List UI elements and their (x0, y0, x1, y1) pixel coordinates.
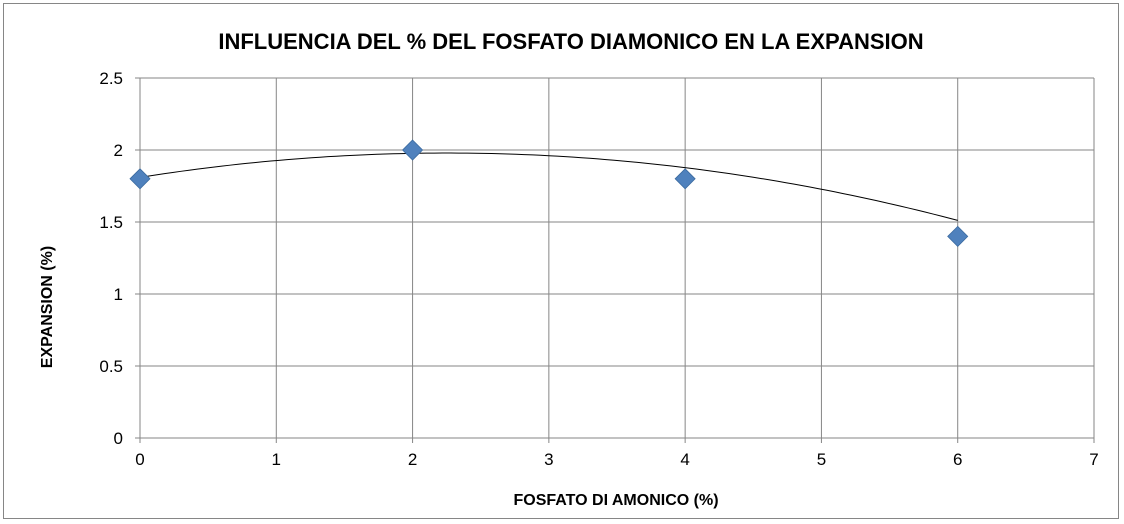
chart-title: INFLUENCIA DEL % DEL FOSFATO DIAMONICO E… (218, 29, 923, 54)
data-point-marker (947, 225, 969, 247)
data-point-marker (129, 168, 151, 190)
x-tick-label: 6 (953, 450, 962, 469)
y-tick-label: 0 (114, 429, 123, 448)
trendline-path (139, 152, 958, 221)
x-tick-label: 3 (544, 450, 553, 469)
trendline (139, 152, 958, 221)
data-point-marker (674, 168, 696, 190)
axes (135, 77, 1095, 443)
y-tick-label: 2 (114, 141, 123, 160)
x-tick-label: 5 (817, 450, 826, 469)
data-point-marker (402, 139, 424, 161)
y-tick-label: 1 (114, 285, 123, 304)
y-tick-label: 2.5 (99, 69, 123, 88)
chart-frame: INFLUENCIA DEL % DEL FOSFATO DIAMONICO E… (3, 3, 1119, 519)
y-tick-label: 1.5 (99, 213, 123, 232)
data-markers (129, 139, 969, 247)
x-tick-label: 0 (135, 450, 144, 469)
x-tick-label: 4 (680, 450, 689, 469)
x-tick-label: 2 (408, 450, 417, 469)
tick-labels: 0 1 2 3 4 5 6 7 0 0.5 1 1.5 2 2.5 (99, 69, 1098, 469)
gridlines (140, 77, 1095, 438)
y-axis-title: EXPANSION (%) (39, 246, 56, 368)
scatter-chart: INFLUENCIA DEL % DEL FOSFATO DIAMONICO E… (39, 29, 1099, 509)
x-axis-title: FOSFATO DI AMONICO (%) (513, 492, 718, 509)
x-tick-label: 7 (1089, 450, 1098, 469)
y-tick-label: 0.5 (99, 357, 123, 376)
x-tick-label: 1 (272, 450, 281, 469)
